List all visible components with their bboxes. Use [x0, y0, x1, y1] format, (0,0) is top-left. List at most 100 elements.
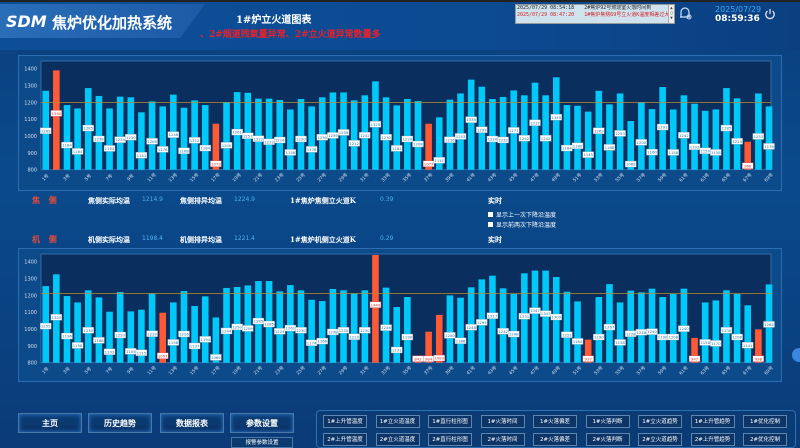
flue-bar-59[interactable]: [659, 297, 666, 363]
flue-bar-45[interactable]: [510, 294, 518, 363]
quick-nav-2-9-button[interactable]: 2#优化控制: [743, 433, 787, 446]
flue-bar-58[interactable]: [648, 288, 656, 363]
flue-bar-8[interactable]: [116, 292, 124, 363]
quick-nav-1-8-button[interactable]: 1#上升管趋势: [690, 415, 735, 428]
flue-bar-20[interactable]: [244, 92, 252, 170]
flue-bar-11[interactable]: [148, 101, 156, 170]
quick-nav-2-2-button[interactable]: 2#立火道温度: [375, 433, 420, 446]
flue-bar-12[interactable]: [159, 312, 167, 363]
flue-bar-25[interactable]: [297, 290, 305, 363]
side-scroll-handle[interactable]: [792, 348, 800, 362]
flue-bar-28[interactable]: [329, 92, 337, 170]
flue-bar-20[interactable]: [244, 285, 252, 363]
flue-bar-40[interactable]: [457, 297, 464, 363]
flue-bar-67[interactable]: [744, 305, 752, 363]
flue-bar-46[interactable]: [521, 95, 528, 170]
flue-bar-26[interactable]: [308, 299, 315, 363]
alarm-row[interactable]: 2025/07/29 08:54:18 2#焦炉92号燃烧室火落时间到: [516, 5, 674, 12]
flue-bar-44[interactable]: [499, 288, 507, 363]
quick-nav-1-6-button[interactable]: 1#火落判断: [585, 415, 630, 428]
quick-nav-1-4-button[interactable]: 1#火落时间: [480, 415, 525, 428]
quick-nav-2-6-button[interactable]: 2#火落判断: [585, 433, 630, 446]
nav-history-trend-button[interactable]: 历史趋势: [88, 413, 152, 433]
flue-bar-43[interactable]: [489, 275, 496, 363]
flue-bar-39[interactable]: [446, 295, 454, 363]
flue-bar-55[interactable]: [616, 302, 624, 363]
quick-nav-2-7-button[interactable]: 2#立火道趋势: [638, 433, 682, 446]
flue-bar-8[interactable]: [116, 96, 124, 170]
quick-nav-2-4-button[interactable]: 2#火落时间: [480, 433, 525, 446]
flue-bar-5[interactable]: [84, 290, 92, 363]
alarm-scrollbar[interactable]: ▲ ▢ ▼: [668, 5, 674, 23]
flue-bar-54[interactable]: [606, 284, 613, 363]
flue-bar-49[interactable]: [552, 77, 560, 170]
flue-bar-60[interactable]: [669, 294, 677, 363]
flue-bar-62[interactable]: [691, 337, 698, 363]
quick-nav-1-9-button[interactable]: 1#优化控制: [743, 415, 787, 428]
quick-nav-2-8-button[interactable]: 2#上升管趋势: [690, 433, 735, 446]
flue-bar-38[interactable]: [435, 117, 443, 170]
flue-bar-57[interactable]: [638, 102, 645, 170]
flue-bar-17[interactable]: [212, 123, 220, 170]
flue-bar-7[interactable]: [106, 108, 113, 170]
flue-bar-63[interactable]: [701, 110, 709, 170]
flue-bar-10[interactable]: [138, 112, 145, 170]
nav-parameter-settings-button[interactable]: 参数设置: [230, 413, 294, 433]
flue-bar-62[interactable]: [691, 103, 698, 170]
flue-bar-23[interactable]: [276, 100, 284, 170]
flue-bar-58[interactable]: [648, 109, 656, 170]
flue-bar-63[interactable]: [701, 302, 709, 363]
flue-bar-57[interactable]: [638, 292, 645, 363]
flue-bar-7[interactable]: [106, 311, 113, 363]
flue-bar-14[interactable]: [180, 290, 188, 363]
flue-bar-21[interactable]: [255, 98, 262, 170]
flue-bar-39[interactable]: [446, 99, 454, 170]
flue-bar-3[interactable]: [63, 296, 71, 363]
flue-bar-33[interactable]: [382, 97, 390, 170]
flue-bar-52[interactable]: [584, 111, 592, 170]
flue-bar-47[interactable]: [531, 82, 539, 170]
flue-bar-12[interactable]: [159, 106, 167, 170]
flue-bar-11[interactable]: [148, 293, 156, 363]
flue-bar-17[interactable]: [212, 317, 220, 363]
flue-bar-37[interactable]: [425, 123, 432, 170]
flue-bar-6[interactable]: [95, 95, 103, 170]
flue-bar-6[interactable]: [95, 297, 103, 363]
quick-nav-1-1-button[interactable]: 1#上升管温度: [323, 415, 367, 428]
flue-bar-18[interactable]: [223, 102, 230, 170]
quick-nav-2-5-button[interactable]: 2#火落偏差: [533, 433, 577, 446]
flue-bar-34[interactable]: [393, 306, 401, 363]
flue-bar-16[interactable]: [201, 296, 209, 363]
flue-bar-9[interactable]: [127, 97, 135, 170]
flue-bar-53[interactable]: [595, 297, 603, 363]
flue-bar-44[interactable]: [499, 96, 507, 170]
flue-bar-28[interactable]: [329, 288, 337, 363]
flue-bar-64[interactable]: [712, 109, 720, 170]
quick-nav-1-2-button[interactable]: 1#立火道温度: [375, 415, 420, 428]
quick-nav-2-3-button[interactable]: 2#直行柱形图: [428, 433, 472, 446]
flue-bar-3[interactable]: [63, 105, 71, 170]
flue-bar-16[interactable]: [201, 105, 209, 170]
flue-bar-36[interactable]: [414, 101, 422, 170]
flue-bar-15[interactable]: [191, 305, 198, 363]
power-icon[interactable]: [764, 8, 776, 20]
flue-bar-56[interactable]: [627, 121, 635, 170]
flue-bar-9[interactable]: [127, 311, 135, 363]
flue-bar-2[interactable]: [53, 70, 60, 170]
flue-bar-43[interactable]: [489, 99, 496, 170]
flue-bar-38[interactable]: [435, 315, 443, 363]
flue-bar-54[interactable]: [606, 104, 613, 170]
flue-bar-52[interactable]: [584, 339, 592, 363]
flue-bar-27[interactable]: [318, 97, 326, 170]
show-prev-two-falling-edge-checkbox[interactable]: 显示前两次下降沿温度: [488, 220, 556, 229]
flue-bar-67[interactable]: [744, 141, 752, 170]
flue-bar-30[interactable]: [350, 100, 358, 170]
flue-bar-66[interactable]: [733, 98, 741, 170]
flue-bar-30[interactable]: [350, 293, 358, 363]
flue-bar-68[interactable]: [755, 329, 762, 363]
flue-bar-18[interactable]: [223, 287, 230, 363]
flue-bar-15[interactable]: [191, 100, 198, 170]
flue-bar-64[interactable]: [712, 300, 720, 363]
flue-bar-26[interactable]: [308, 106, 315, 170]
flue-bar-69[interactable]: [765, 106, 773, 170]
